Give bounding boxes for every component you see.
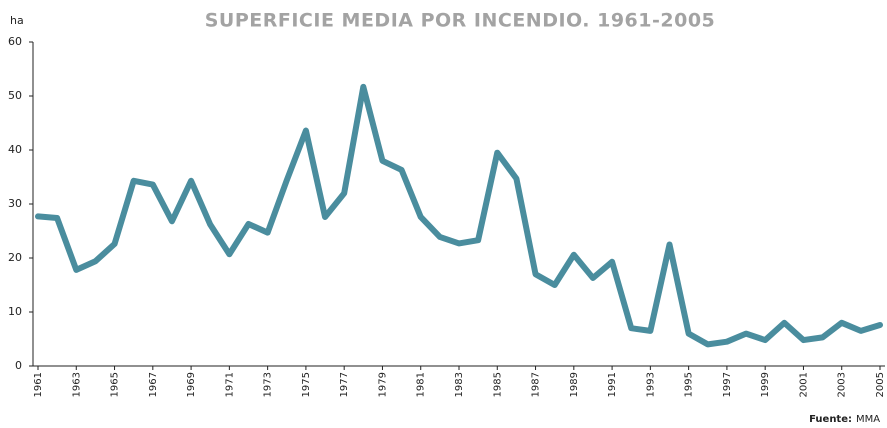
x-tick-label: 1995: [684, 372, 695, 397]
x-tick-label: 2003: [837, 372, 848, 397]
x-tick-label: 1975: [301, 372, 312, 397]
x-tick-label: 1961: [33, 372, 44, 397]
data-line: [35, 83, 883, 348]
x-tick-label: 1973: [263, 372, 274, 397]
y-axis-label: ha: [10, 14, 24, 27]
x-tick-label: 1969: [186, 372, 197, 397]
source: MMA: [856, 414, 880, 425]
x-tick-label: 1967: [148, 372, 159, 397]
x-tick-label: 1991: [607, 372, 618, 397]
x-tick-label: 1993: [645, 372, 656, 397]
x-tick-label: 2005: [875, 372, 886, 397]
y-tick-label: 40: [8, 143, 22, 156]
x-tick-label: 1963: [71, 372, 82, 397]
x-tick-label: 1965: [110, 372, 121, 397]
y-tick-label: 10: [8, 305, 22, 318]
y-tick-label: 0: [15, 359, 22, 372]
x-tick-label: 1977: [339, 372, 350, 397]
x-tick-label: 1983: [454, 372, 465, 397]
x-tick-label: 1997: [722, 372, 733, 397]
y-tick-label: 30: [8, 197, 22, 210]
y-tick-label: 20: [8, 251, 22, 264]
source-label: Fuente:: [809, 414, 852, 425]
x-tick-label: 1989: [569, 372, 580, 397]
x-tick-label: 1999: [760, 372, 771, 397]
x-tick-label: 1971: [224, 372, 235, 397]
x-tick-label: 2001: [798, 372, 809, 397]
x-tick-label: 1979: [377, 372, 388, 397]
y-tick-label: 50: [8, 89, 22, 102]
x-tick-label: 1981: [416, 372, 427, 397]
chart-title: SUPERFICIE MEDIA POR INCENDIO. 1961-2005: [205, 10, 716, 32]
y-tick-label: 60: [8, 35, 22, 48]
x-tick-label: 1987: [531, 372, 542, 397]
x-tick-label: 1985: [492, 372, 503, 397]
